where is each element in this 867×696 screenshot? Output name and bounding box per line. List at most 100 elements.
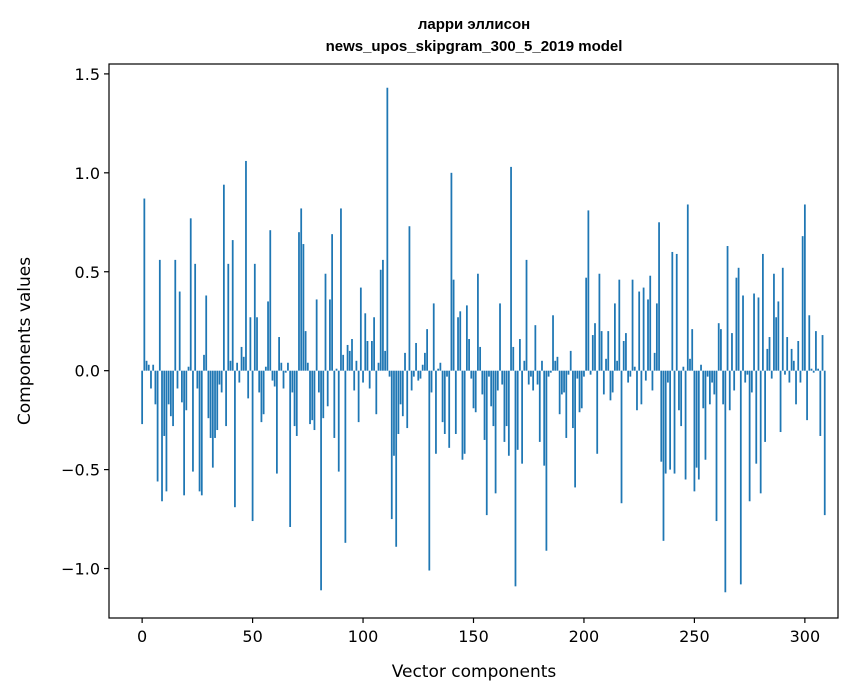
bar (174, 259, 177, 371)
bar (801, 236, 804, 371)
bar (373, 317, 375, 371)
bar (583, 370, 585, 377)
bar (262, 370, 265, 415)
bar (713, 370, 716, 395)
bar (141, 370, 144, 425)
bar (817, 368, 819, 371)
bar (605, 358, 607, 371)
bar (304, 331, 307, 371)
bar (470, 370, 473, 379)
bar (678, 370, 680, 411)
bar (324, 273, 327, 371)
y-tick-label: −1.0 (61, 560, 100, 579)
bar (505, 370, 508, 427)
bar (218, 370, 221, 385)
bar (432, 303, 435, 371)
bar (172, 370, 174, 427)
bar (483, 370, 486, 440)
bar (541, 360, 543, 371)
y-tick-label: −0.5 (61, 461, 100, 480)
bar (161, 370, 163, 502)
bar (594, 323, 596, 371)
bar (158, 259, 161, 371)
bar (691, 329, 694, 371)
bar (417, 370, 420, 381)
bar (525, 259, 528, 371)
bar (150, 370, 152, 389)
bar (220, 370, 223, 393)
bar (379, 269, 382, 371)
bar (256, 317, 258, 371)
chart-subtitle: news_upos_skipgram_300_5_2019 model (326, 38, 623, 55)
bar (404, 352, 406, 371)
bar (187, 366, 190, 371)
bar (457, 317, 459, 371)
bar (253, 263, 256, 371)
bar (651, 370, 654, 391)
bar (711, 370, 713, 383)
bar (792, 360, 795, 371)
bar (574, 370, 576, 488)
bar (452, 279, 455, 371)
bar (302, 244, 305, 371)
y-axis-ticks: −1.0 −0.5 0.0 0.5 1.0 1.5 (61, 65, 109, 579)
chart-title: ларри эллисон (418, 16, 530, 33)
bar (264, 366, 267, 371)
bar (797, 341, 800, 371)
bar (207, 370, 210, 419)
bar (815, 331, 817, 371)
bar (616, 360, 618, 371)
bar (291, 370, 294, 393)
y-tick-label: 1.0 (75, 164, 100, 183)
bar (587, 210, 590, 371)
bar (463, 370, 466, 454)
bar (549, 370, 552, 373)
bar (618, 279, 621, 371)
bar (660, 370, 663, 462)
bar (322, 370, 325, 419)
bar (282, 370, 285, 389)
bar (437, 368, 440, 371)
bar (611, 370, 614, 393)
bar (625, 333, 627, 371)
bar (382, 259, 384, 371)
bar (320, 370, 322, 591)
bar (728, 370, 731, 411)
bar (300, 208, 303, 371)
bar (636, 370, 638, 411)
bar (209, 370, 212, 438)
bar (214, 370, 216, 438)
bar (408, 226, 411, 371)
bar (499, 303, 501, 371)
bar (507, 370, 510, 456)
bar (704, 370, 707, 460)
bar (412, 370, 415, 377)
bar (567, 370, 570, 375)
bar (357, 370, 360, 423)
bar (492, 370, 495, 427)
bar (315, 299, 318, 371)
bar (258, 370, 261, 393)
bar (353, 370, 356, 391)
bar (222, 184, 225, 371)
bar (441, 370, 444, 423)
bar (695, 370, 698, 468)
bar (461, 370, 464, 460)
bar (686, 204, 689, 371)
bar (205, 295, 208, 371)
bar (227, 263, 230, 371)
bar (602, 370, 605, 395)
bar (759, 370, 762, 494)
bar (366, 341, 369, 371)
bar (419, 370, 422, 379)
bar (280, 362, 283, 371)
bar (538, 370, 541, 442)
bar (748, 370, 751, 502)
x-tick-label: 250 (679, 627, 710, 646)
bar (192, 370, 194, 472)
bar (198, 370, 201, 492)
bar (655, 303, 658, 371)
bar (154, 370, 157, 405)
bar (680, 370, 683, 427)
bar (547, 370, 550, 377)
